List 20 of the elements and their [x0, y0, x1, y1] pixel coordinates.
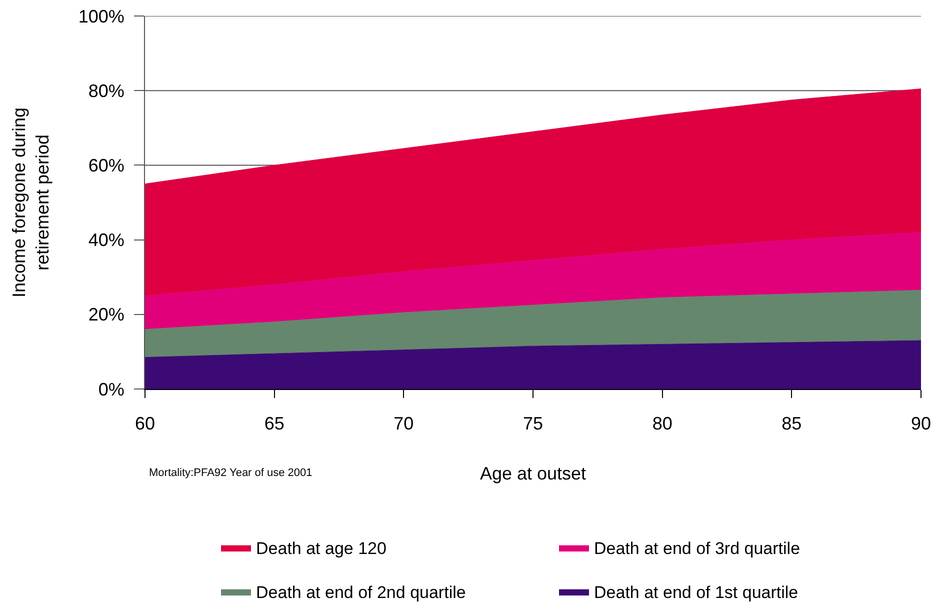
y-tick-label: 80% — [88, 80, 124, 101]
x-tick-label: 75 — [522, 414, 544, 434]
legend-label: Death at end of 1st quartile — [594, 583, 798, 602]
legend-label: Death at end of 3rd quartile — [594, 539, 800, 558]
x-axis-title: Age at outset — [480, 464, 586, 484]
y-tick-label: 100% — [78, 6, 124, 26]
y-tick-label: 40% — [88, 230, 124, 250]
x-tick-label: 85 — [782, 414, 802, 434]
x-tick-label: 90 — [910, 414, 932, 434]
x-tick-label: 70 — [394, 414, 414, 434]
text: Mortality:PFA92 Year of use 2001 — [149, 467, 312, 479]
y-tick-label: 20% — [88, 304, 124, 325]
y-axis-title: Income foregone during retirement period — [9, 107, 53, 298]
legend-label: Death at age 120 — [256, 539, 386, 558]
y-tick-label: 0% — [98, 379, 124, 400]
legend-label: Death at end of 2nd quartile — [256, 583, 466, 602]
x-tick-label: 80 — [652, 414, 672, 434]
x-tick-label: 65 — [264, 414, 284, 434]
x-tick-label: 60 — [134, 414, 156, 434]
y-tick-label: 60% — [88, 156, 124, 176]
